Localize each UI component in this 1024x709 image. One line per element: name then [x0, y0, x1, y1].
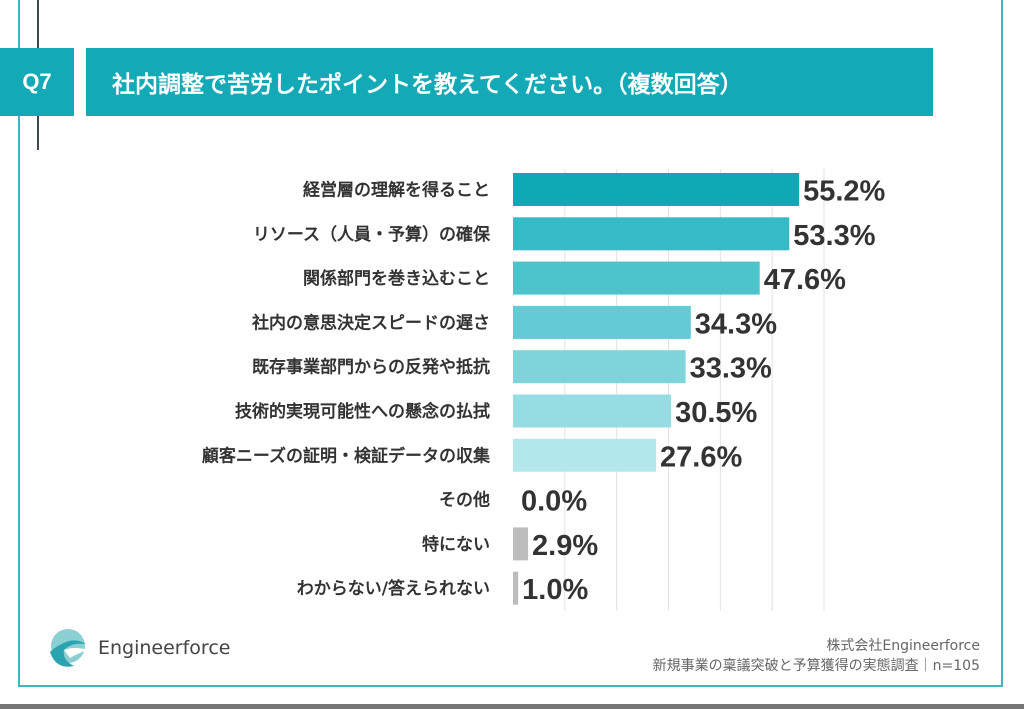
category-label: その他	[439, 490, 490, 511]
category-label: 経営層の理解を得ること	[303, 180, 490, 201]
category-label: リソース（人員・予算）の確保	[253, 224, 491, 245]
credit: 株式会社Engineerforce 新規事業の稟議突破と予算獲得の実態調査｜n=…	[653, 636, 980, 676]
data-label: 27.6%	[660, 441, 742, 473]
category-label: わからない/答えられない	[297, 578, 490, 599]
data-label: 2.9%	[532, 530, 598, 562]
bar	[513, 261, 760, 295]
logo-icon	[50, 629, 88, 667]
category-label: 顧客ニーズの証明・検証データの収集	[202, 445, 491, 466]
company-name: 株式会社Engineerforce	[826, 638, 980, 654]
logo-text: Engineerforce	[98, 637, 231, 659]
category-label: 技術的実現可能性への懸念の払拭	[235, 401, 490, 422]
bar	[513, 438, 657, 472]
data-label: 53.3%	[793, 220, 875, 252]
data-label: 34.3%	[695, 308, 777, 340]
data-label: 1.0%	[522, 574, 588, 606]
bottom-divider	[0, 704, 1024, 709]
category-label: 社内の意思決定スピードの遅さ	[251, 312, 490, 333]
category-label: 関係部門を巻き込むこと	[303, 268, 490, 289]
bar	[513, 527, 529, 561]
bar	[513, 350, 686, 384]
bar	[513, 394, 672, 428]
category-label: 既存事業部門からの反発や抵抗	[252, 357, 490, 378]
bar	[513, 305, 691, 339]
question-number: Q7	[0, 48, 74, 116]
logo: Engineerforce	[46, 626, 230, 670]
data-label: 30.5%	[675, 397, 757, 429]
data-label: 47.6%	[764, 264, 846, 296]
bar	[513, 217, 790, 251]
data-label: 0.0%	[521, 486, 587, 518]
bar	[513, 571, 519, 605]
question-title: 社内調整で苦労したポイントを教えてください。（複数回答）	[86, 48, 933, 116]
data-label: 33.3%	[690, 353, 772, 385]
category-label: 特にない	[422, 534, 490, 555]
bar	[513, 173, 800, 206]
data-label: 55.2%	[803, 176, 885, 208]
survey-info: 新規事業の稟議突破と予算獲得の実態調査｜n=105	[652, 658, 980, 674]
